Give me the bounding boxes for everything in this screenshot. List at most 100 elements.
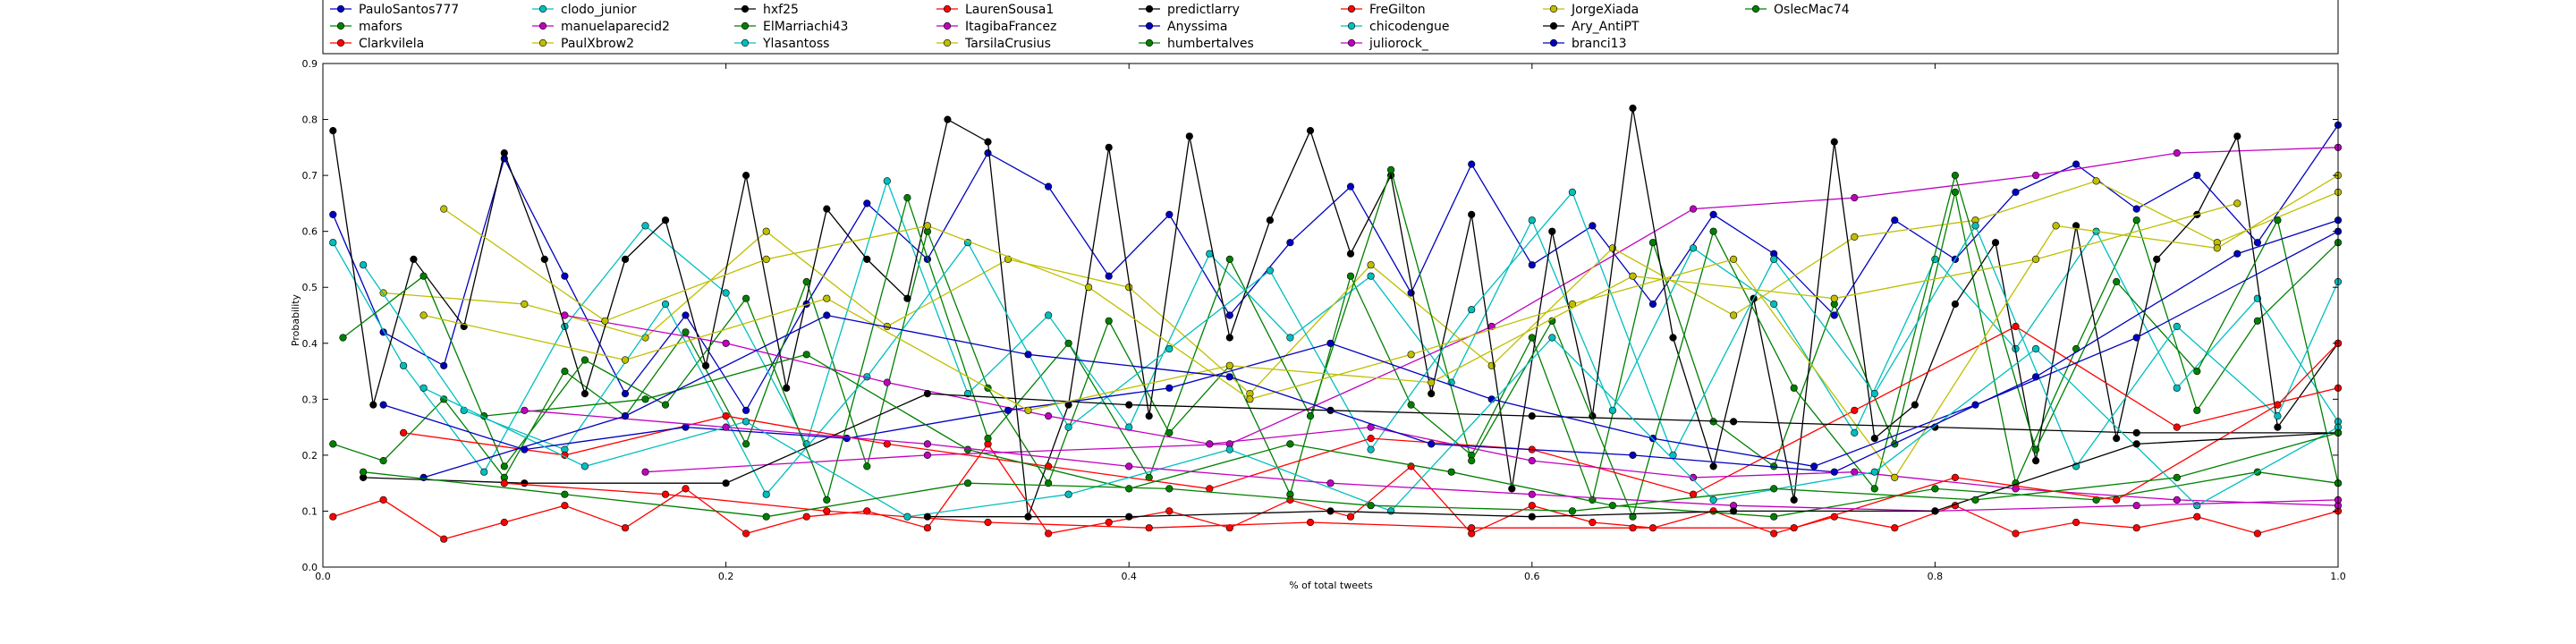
data-point <box>580 390 589 398</box>
data-point <box>1407 401 1415 409</box>
data-point <box>682 328 690 336</box>
data-point <box>1830 294 1838 302</box>
data-point <box>783 384 791 392</box>
data-point <box>561 490 569 498</box>
legend-label: clodo_junior <box>561 3 637 17</box>
legend-swatch-marker <box>1751 4 1760 13</box>
data-point <box>1225 373 1233 381</box>
data-point <box>2132 428 2140 437</box>
legend-swatch-marker <box>943 21 952 30</box>
series-line <box>363 393 2338 484</box>
data-point <box>440 535 448 543</box>
data-point <box>1468 306 1476 314</box>
legend-entry: manuelaparecid2 <box>532 20 670 34</box>
y-tick-label: 0.2 <box>302 450 318 462</box>
data-point <box>741 418 750 426</box>
y-tick-label: 0.8 <box>302 114 318 126</box>
series-PaulXbrow2 <box>379 177 2343 398</box>
data-point <box>1991 239 2000 247</box>
data-point <box>419 272 428 280</box>
data-point <box>1851 428 1859 437</box>
data-point <box>883 440 891 448</box>
series-manuelaparecid2 <box>641 143 2343 476</box>
data-point <box>944 115 952 123</box>
data-point <box>1367 272 1375 280</box>
data-point <box>1629 104 1637 113</box>
data-point <box>621 356 630 364</box>
legend-entry: clodo_junior <box>532 3 637 17</box>
data-point <box>2052 222 2060 230</box>
data-point <box>2274 423 2282 431</box>
data-point <box>621 390 630 398</box>
legend-label: branci13 <box>1572 37 1627 51</box>
series-ElMarriachi43 <box>339 165 2343 521</box>
data-point <box>923 222 931 230</box>
data-point <box>741 406 750 414</box>
data-point <box>1125 462 1133 470</box>
data-point <box>2132 334 2140 342</box>
data-point <box>1185 132 1193 140</box>
series-PauloSantos777 <box>329 121 2343 414</box>
data-point <box>2193 502 2201 510</box>
legend-label: Anyssima <box>1167 20 1227 34</box>
data-point <box>1206 485 1214 493</box>
legend-label: mafors <box>359 20 402 34</box>
data-point <box>722 423 730 431</box>
data-point <box>2032 255 2040 264</box>
data-point <box>963 445 972 453</box>
data-point <box>1306 518 1315 527</box>
y-axis-label: Probability <box>290 293 301 346</box>
data-point <box>1528 502 1536 510</box>
legend-swatch-marker <box>1347 38 1356 47</box>
data-point <box>540 255 548 264</box>
data-point <box>1830 468 1838 476</box>
data-point <box>722 479 730 487</box>
data-point <box>1770 485 1778 493</box>
legend-label: juliorock_ <box>1368 37 1429 51</box>
data-point <box>1165 384 1174 392</box>
data-point <box>641 334 649 342</box>
data-point <box>2032 445 2040 453</box>
data-point <box>963 479 972 487</box>
data-point <box>823 205 831 213</box>
data-point <box>2253 239 2261 247</box>
x-axis-label: % of total tweets <box>1289 580 1373 591</box>
data-point <box>2113 435 2121 443</box>
series-line <box>343 167 2339 519</box>
data-point <box>1064 423 1072 431</box>
data-point <box>1225 334 1233 342</box>
data-point <box>360 261 368 269</box>
data-point <box>863 507 871 515</box>
data-point <box>339 334 347 342</box>
series-line <box>564 314 2339 506</box>
data-point <box>923 440 931 448</box>
data-point <box>1770 255 1778 264</box>
data-point <box>802 513 810 521</box>
series-hxf25 <box>329 104 2343 521</box>
data-point <box>1225 311 1233 319</box>
data-point <box>1851 194 1859 202</box>
legend-swatch-marker <box>1347 4 1356 13</box>
data-point <box>419 311 428 319</box>
data-point <box>1851 468 1859 476</box>
data-point <box>1951 473 1959 482</box>
data-point <box>883 378 891 386</box>
data-point <box>2233 132 2241 140</box>
series-LaurenSousa1 <box>400 322 2343 498</box>
legend-swatch-marker <box>538 21 547 30</box>
data-point <box>2253 317 2261 325</box>
data-point <box>1528 513 1536 521</box>
data-point <box>561 502 569 510</box>
x-tick-label: 0.4 <box>1121 571 1137 582</box>
legend-entry: Ary_AntiPT <box>1543 20 1640 34</box>
data-point <box>1548 227 1556 235</box>
data-point <box>2032 373 2040 381</box>
data-point <box>1468 210 1476 218</box>
data-point <box>1266 216 1274 225</box>
data-point <box>1508 485 1516 493</box>
data-point <box>762 513 770 521</box>
data-point <box>1608 406 1616 414</box>
data-point <box>1709 210 1717 218</box>
data-point <box>1165 485 1174 493</box>
legend-entry: Ylasantoss <box>734 37 829 51</box>
